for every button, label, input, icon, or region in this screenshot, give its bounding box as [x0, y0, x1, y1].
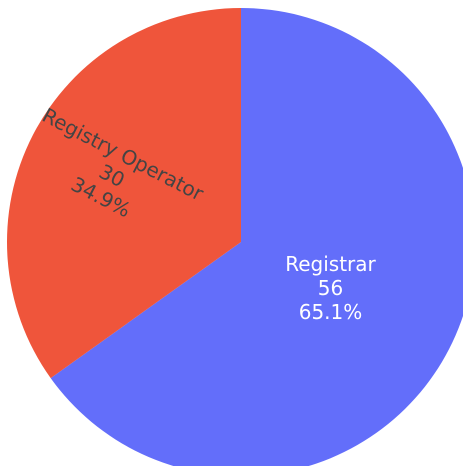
pie-slice [6, 8, 242, 379]
pie-slice [50, 8, 463, 466]
slice-name: Registrar [285, 252, 376, 276]
slice-value: 56 [318, 276, 343, 300]
slice-percent: 65.1% [299, 300, 363, 324]
